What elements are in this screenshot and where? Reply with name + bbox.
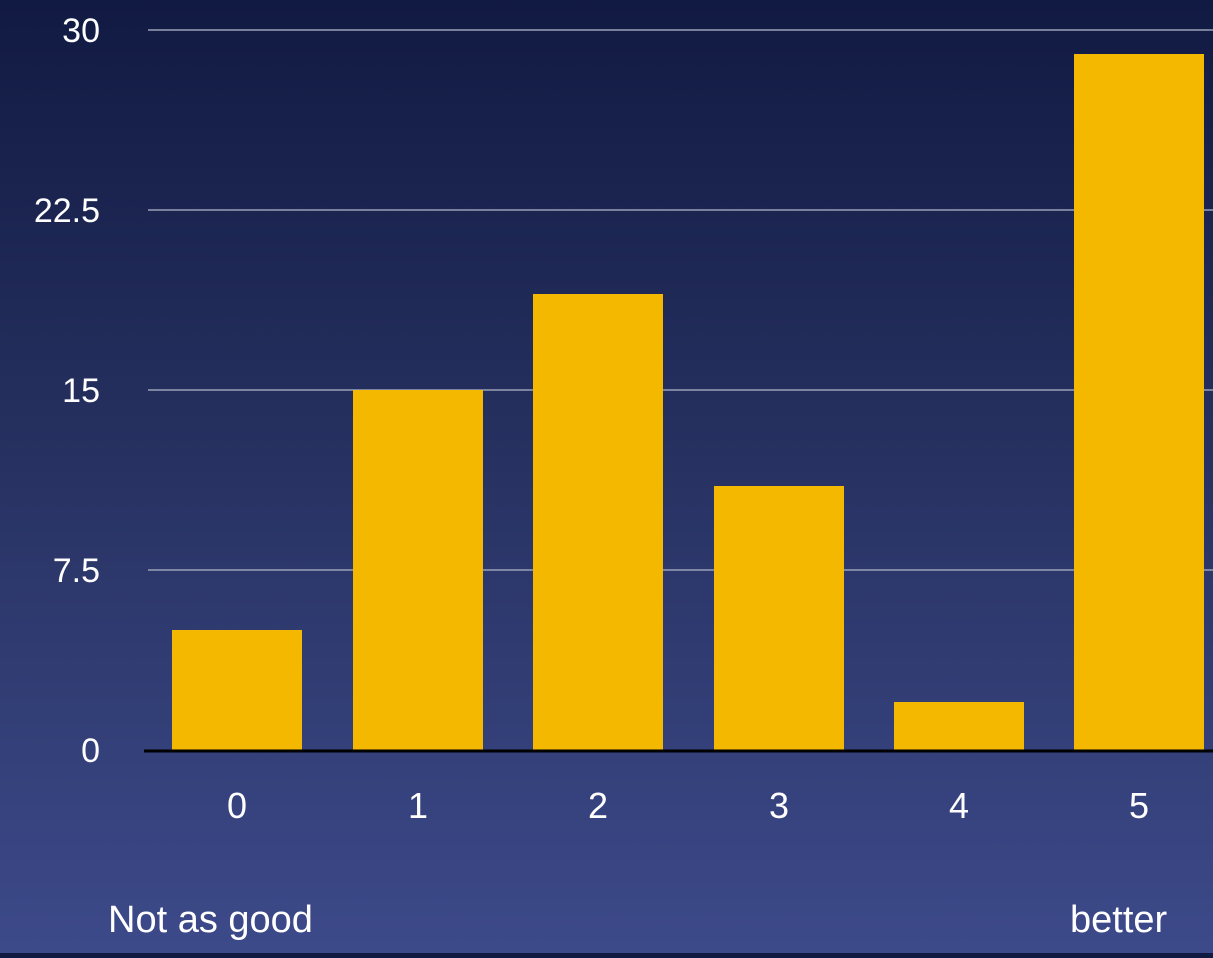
x-tick-label: 4 <box>949 785 969 826</box>
y-tick-label: 30 <box>62 12 100 50</box>
x-axis-ticks: 0 1 2 3 4 5 <box>227 785 1149 826</box>
bars <box>172 54 1204 750</box>
scale-low-label: Not as good <box>108 899 313 941</box>
y-axis-ticks: 0 7.5 15 22.5 30 <box>34 12 100 770</box>
x-tick-label: 3 <box>769 785 789 826</box>
y-tick-label: 7.5 <box>53 552 100 590</box>
y-tick-label: 15 <box>62 372 100 410</box>
y-tick-label: 22.5 <box>34 192 100 230</box>
x-tick-label: 0 <box>227 785 247 826</box>
x-tick-label: 5 <box>1129 785 1149 826</box>
bar <box>714 486 844 750</box>
bar <box>1074 54 1204 750</box>
gridlines <box>148 29 1213 571</box>
bar <box>172 630 302 750</box>
y-tick-label: 0 <box>81 732 100 770</box>
bar <box>353 390 483 750</box>
x-tick-label: 1 <box>408 785 428 826</box>
scale-high-label: better <box>1070 899 1168 941</box>
bar <box>533 294 663 750</box>
x-tick-label: 2 <box>588 785 608 826</box>
bar <box>894 702 1024 750</box>
